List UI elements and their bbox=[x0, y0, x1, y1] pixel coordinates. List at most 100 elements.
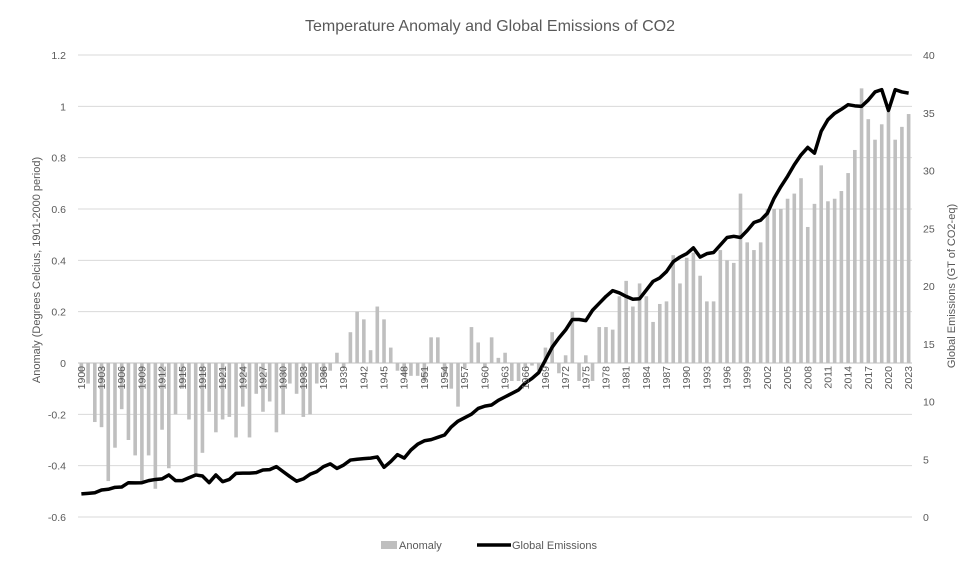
anomaly-bar bbox=[247, 363, 252, 438]
anomaly-bar bbox=[456, 363, 460, 407]
anomaly-bar bbox=[348, 332, 353, 363]
x-tick-label: 1972 bbox=[560, 366, 572, 390]
anomaly-bar bbox=[886, 111, 891, 363]
x-tick-label: 2008 bbox=[802, 366, 814, 390]
anomaly-bar bbox=[664, 301, 669, 363]
anomaly-bar bbox=[207, 363, 211, 412]
right-tick-label: 10 bbox=[923, 397, 935, 409]
x-tick-label: 1996 bbox=[722, 366, 734, 390]
x-tick-label: 1930 bbox=[278, 366, 290, 390]
x-tick-label: 2017 bbox=[863, 366, 875, 390]
anomaly-bar bbox=[314, 363, 319, 384]
right-tick-label: 40 bbox=[923, 50, 935, 62]
anomaly-bar bbox=[853, 149, 857, 363]
anomaly-bar bbox=[684, 257, 689, 363]
anomaly-bar bbox=[718, 250, 723, 363]
x-tick-label: 1927 bbox=[257, 366, 269, 390]
anomaly-bar bbox=[86, 363, 90, 384]
x-tick-label: 1912 bbox=[157, 366, 169, 390]
anomaly-bar bbox=[752, 250, 756, 363]
anomaly-bar bbox=[631, 306, 635, 363]
anomaly-bar bbox=[133, 363, 137, 456]
anomaly-bar bbox=[187, 363, 191, 420]
anomaly-bar bbox=[99, 363, 104, 428]
anomaly-bar bbox=[832, 198, 837, 363]
anomaly-bar bbox=[140, 363, 144, 482]
anomaly-bar bbox=[859, 88, 864, 363]
right-tick-label: 5 bbox=[923, 454, 929, 466]
legend-label-emissions: Global Emissions bbox=[512, 540, 597, 552]
legend-swatch-anomaly bbox=[381, 541, 397, 549]
anomaly-bar bbox=[779, 209, 783, 363]
anomaly-bar bbox=[328, 363, 333, 371]
anomaly-bar bbox=[826, 201, 830, 363]
x-tick-label: 1906 bbox=[116, 366, 128, 390]
anomaly-bar bbox=[772, 209, 776, 363]
anomaly-bar bbox=[368, 350, 373, 363]
x-tick-label: 1915 bbox=[177, 366, 189, 390]
anomaly-bar bbox=[193, 363, 198, 474]
x-tick-label: 1924 bbox=[237, 366, 249, 390]
anomaly-bar bbox=[301, 363, 306, 417]
anomaly-bar bbox=[644, 296, 649, 363]
anomaly-bar bbox=[355, 311, 359, 363]
anomaly-bar bbox=[819, 165, 824, 363]
anomaly-bar bbox=[153, 363, 158, 489]
anomaly-bar bbox=[651, 321, 655, 363]
anomaly-bar bbox=[220, 363, 225, 420]
anomaly-bar bbox=[274, 363, 279, 433]
x-tick-label: 2005 bbox=[782, 366, 794, 390]
anomaly-bar bbox=[725, 260, 729, 363]
anomaly-bar bbox=[173, 363, 178, 415]
anomaly-bar bbox=[523, 363, 528, 369]
legend-label-anomaly: Anomaly bbox=[399, 540, 442, 552]
anomaly-bar bbox=[308, 363, 312, 415]
anomaly-bar bbox=[503, 352, 507, 363]
right-tick-label: 0 bbox=[923, 512, 929, 524]
right-tick-label: 30 bbox=[923, 166, 935, 178]
anomaly-bar bbox=[516, 363, 521, 381]
anomaly-bar bbox=[113, 363, 117, 448]
x-tick-label: 1951 bbox=[419, 366, 431, 390]
x-tick-label: 2014 bbox=[843, 366, 855, 390]
anomaly-bar bbox=[799, 178, 803, 363]
left-tick-label: 0.2 bbox=[51, 307, 66, 319]
anomaly-bar bbox=[866, 119, 871, 364]
x-tick-label: 1945 bbox=[379, 366, 391, 390]
x-tick-label: 1990 bbox=[681, 366, 693, 390]
right-tick-label: 15 bbox=[923, 339, 935, 351]
x-tick-label: 1954 bbox=[439, 366, 451, 390]
anomaly-bar bbox=[731, 262, 736, 363]
anomaly-bar bbox=[671, 255, 676, 363]
anomaly-bar bbox=[261, 363, 265, 412]
x-tick-label: 1909 bbox=[136, 366, 148, 390]
right-tick-label: 20 bbox=[923, 281, 935, 293]
x-tick-label: 1963 bbox=[500, 366, 512, 390]
anomaly-bar bbox=[476, 342, 480, 363]
x-tick-label: 1948 bbox=[399, 366, 411, 390]
anomaly-bar bbox=[805, 226, 810, 363]
anomaly-bar bbox=[510, 363, 514, 381]
x-ticks: 1900 1903 1906 1909 1912 1915 1918 1921 1924 1927… bbox=[76, 366, 915, 390]
x-tick-label: 1984 bbox=[641, 366, 653, 390]
anomaly-bar bbox=[610, 329, 615, 363]
anomaly-bar bbox=[281, 363, 285, 415]
x-tick-label: 1981 bbox=[621, 366, 633, 390]
anomaly-bar bbox=[436, 337, 440, 363]
anomaly-bar bbox=[160, 363, 164, 430]
anomaly-bar bbox=[785, 198, 790, 363]
anomaly-bar bbox=[758, 242, 763, 363]
left-tick-label: 1 bbox=[60, 101, 66, 113]
x-tick-label: 2011 bbox=[822, 366, 834, 389]
anomaly-bar bbox=[597, 327, 602, 363]
anomaly-bar bbox=[422, 363, 427, 381]
anomaly-bar bbox=[415, 363, 420, 376]
x-tick-label: 1936 bbox=[318, 366, 330, 390]
anomaly-bar bbox=[254, 363, 259, 394]
right-tick-label: 25 bbox=[923, 223, 935, 235]
x-tick-label: 1975 bbox=[580, 366, 592, 390]
anomaly-bar bbox=[812, 203, 817, 363]
anomaly-bar bbox=[604, 327, 608, 363]
left-tick-label: 0.6 bbox=[51, 204, 66, 216]
